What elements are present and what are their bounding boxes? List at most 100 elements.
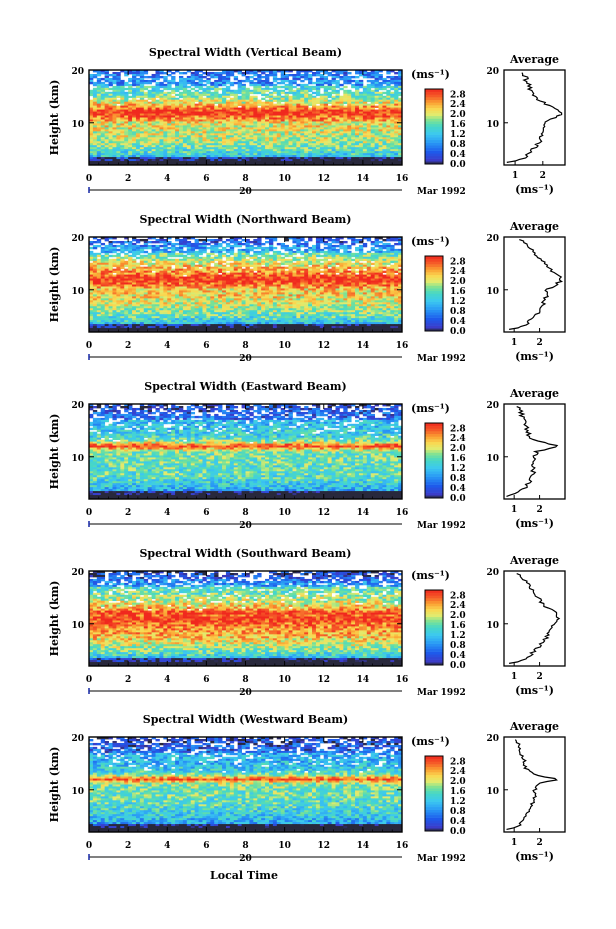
heatmap-cell	[315, 89, 321, 93]
heatmap-cell	[178, 111, 184, 114]
heatmap-cell	[120, 103, 125, 107]
heatmap-cell	[190, 109, 196, 112]
heatmap-cell	[284, 97, 289, 101]
heatmap-cell	[249, 109, 254, 112]
heatmap-cell	[355, 87, 360, 91]
heatmap-cell	[112, 77, 117, 81]
heatmap-cell	[315, 87, 321, 91]
heatmap-cell	[202, 113, 207, 116]
heatmap-cell	[355, 71, 360, 75]
heatmap-cell	[296, 103, 301, 107]
heatmap-cell	[245, 113, 250, 116]
heatmap-cell	[284, 93, 289, 97]
heatmap-cell	[292, 77, 297, 81]
heatmap-cell	[315, 99, 321, 103]
heatmap-cell	[366, 85, 372, 89]
heatmap-cell	[276, 70, 282, 73]
heatmap-cell	[155, 81, 160, 85]
heatmap-cell	[214, 73, 219, 77]
heatmap-cell	[104, 70, 109, 73]
heatmap-cell	[382, 246, 387, 250]
heatmap-cell	[198, 111, 203, 114]
heatmap-cell	[343, 97, 348, 101]
heatmap-cell	[304, 244, 309, 248]
heatmap-cell	[276, 93, 282, 97]
heatmap-cell	[171, 107, 176, 110]
heatmap-cell	[323, 105, 329, 109]
heatmap-cell	[366, 113, 372, 116]
heatmap-cell	[386, 101, 391, 105]
heatmap-cell	[186, 91, 192, 95]
heatmap-cell	[96, 101, 102, 105]
heatmap-cell	[100, 70, 106, 73]
heatmap-cell	[155, 93, 160, 97]
heatmap-cell	[104, 99, 109, 103]
average-title: Average	[509, 53, 559, 66]
heatmap-cell	[225, 93, 231, 97]
heatmap-cell	[190, 95, 196, 99]
heatmap-cell	[335, 97, 340, 101]
heatmap-cell	[370, 99, 376, 103]
heatmap-cell	[374, 99, 379, 103]
y-tick-label: 20	[71, 67, 84, 77]
heatmap-cell	[308, 70, 313, 73]
heatmap-cell	[319, 77, 325, 81]
heatmap-cell	[237, 99, 242, 103]
heatmap-cell	[288, 89, 293, 93]
heatmap-cell	[171, 71, 176, 75]
heatmap-cell	[210, 109, 215, 112]
heatmap-cell	[331, 77, 336, 81]
heatmap-cell	[280, 105, 286, 109]
heatmap-cell	[100, 87, 106, 91]
heatmap-cell	[92, 109, 98, 112]
heatmap-cell	[272, 85, 278, 89]
heatmap-cell	[347, 91, 352, 95]
heatmap-cell	[284, 113, 289, 116]
heatmap-cell	[323, 79, 329, 83]
heatmap-cell	[92, 83, 98, 87]
colorbar-segment	[425, 115, 443, 119]
heatmap-cell	[272, 113, 278, 116]
heatmap-cell	[331, 111, 336, 114]
heatmap-cell	[315, 109, 321, 112]
heatmap-cell	[89, 103, 94, 107]
heatmap-cell	[151, 97, 156, 101]
heatmap-cell	[128, 99, 133, 103]
heatmap-cell	[237, 107, 242, 110]
heatmap-cell	[358, 103, 364, 107]
heatmap-cell	[351, 242, 356, 246]
heatmap-cell	[366, 91, 372, 95]
heatmap-cell	[128, 109, 133, 112]
heatmap-cell	[355, 105, 360, 109]
heatmap-cell	[171, 97, 176, 101]
heatmap-cell	[253, 71, 258, 75]
colorbar-segment	[425, 131, 443, 135]
heatmap-cell	[339, 95, 344, 99]
heatmap-cell	[171, 87, 176, 91]
heatmap-cell	[92, 105, 98, 109]
heatmap-cell	[108, 79, 113, 83]
heatmap-cell	[292, 105, 297, 109]
heatmap-cell	[358, 85, 364, 89]
heatmap-cell	[182, 95, 188, 99]
heatmap-cell	[394, 97, 399, 101]
heatmap-cell	[218, 95, 223, 99]
heatmap-cell	[284, 262, 289, 266]
heatmap-cell	[261, 254, 266, 258]
heatmap-cell	[89, 73, 94, 77]
heatmap-cell	[370, 258, 376, 262]
heatmap-cell	[194, 109, 199, 112]
heatmap-cell	[206, 99, 211, 103]
heatmap-cell	[319, 109, 325, 112]
heatmap-cell	[143, 111, 149, 114]
heatmap-cell	[308, 107, 313, 110]
heatmap-cell	[139, 103, 145, 107]
heatmap-cell	[358, 70, 364, 73]
y-axis-label: Height (km)	[48, 80, 61, 156]
heatmap-cell	[343, 109, 348, 112]
heatmap-cell	[284, 266, 289, 270]
heatmap-cell	[347, 113, 352, 116]
heatmap-cell	[323, 109, 329, 112]
heatmap-cell	[159, 109, 164, 112]
heatmap-cell	[245, 111, 250, 114]
